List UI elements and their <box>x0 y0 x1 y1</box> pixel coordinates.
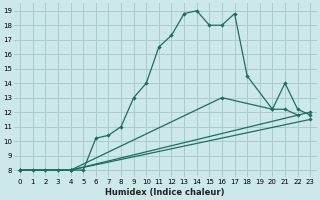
X-axis label: Humidex (Indice chaleur): Humidex (Indice chaleur) <box>106 188 225 197</box>
